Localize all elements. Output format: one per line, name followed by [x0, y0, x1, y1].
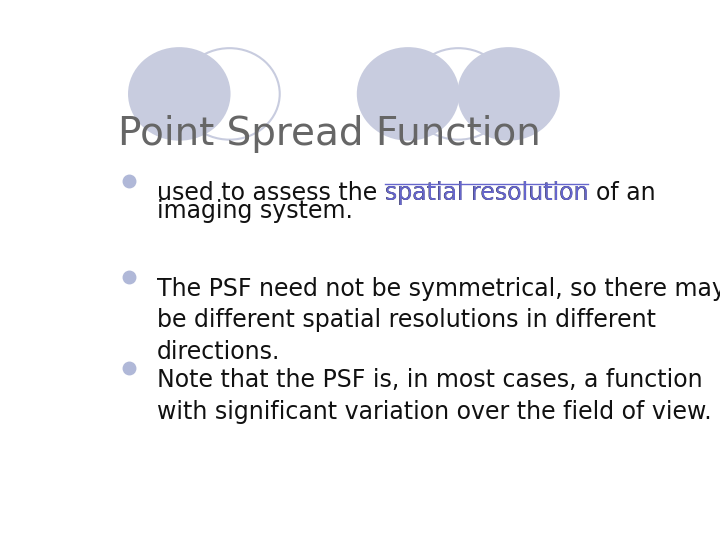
Text: spatial resolution: spatial resolution — [384, 181, 588, 205]
Ellipse shape — [129, 48, 230, 140]
Text: imaging system.: imaging system. — [157, 199, 353, 223]
Text: Note that the PSF is, in most cases, a function
with significant variation over : Note that the PSF is, in most cases, a f… — [157, 368, 711, 424]
Text: Point Spread Function: Point Spread Function — [118, 114, 541, 153]
Text: used to assess the spatial resolution of an: used to assess the spatial resolution of… — [157, 181, 656, 205]
Ellipse shape — [358, 48, 458, 140]
Text: The PSF need not be symmetrical, so there may
be different spatial resolutions i: The PSF need not be symmetrical, so ther… — [157, 277, 720, 364]
Ellipse shape — [458, 48, 559, 140]
